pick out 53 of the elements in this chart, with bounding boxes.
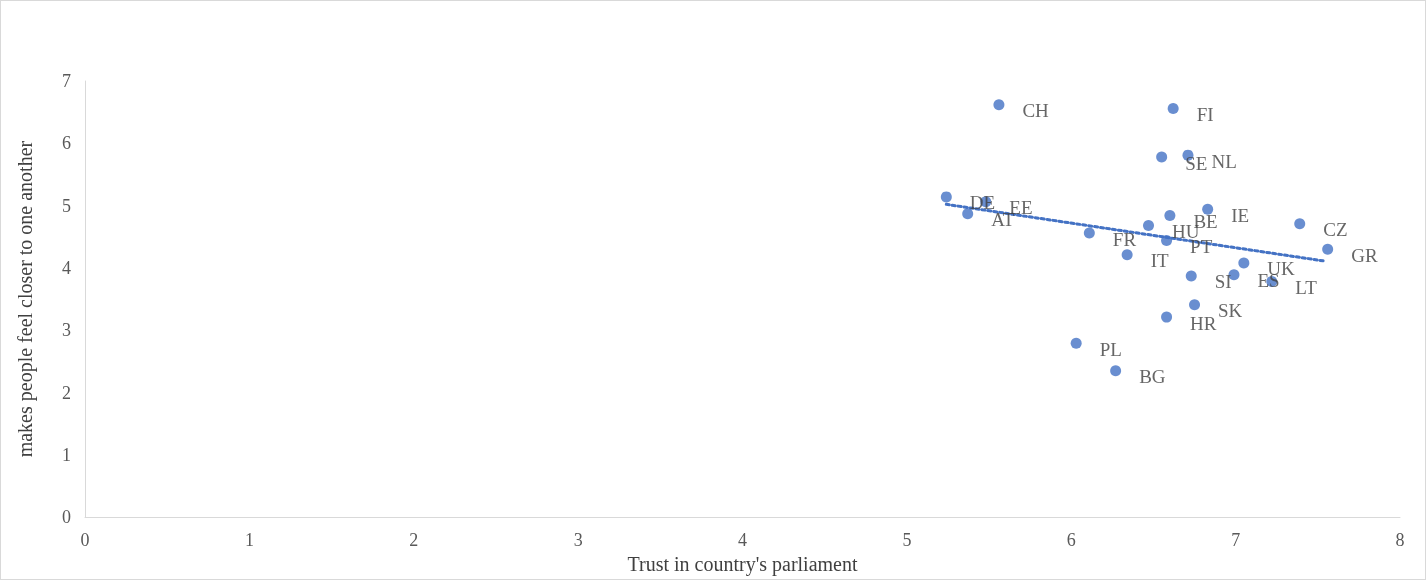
point — [1083, 227, 1095, 239]
point — [1121, 249, 1133, 261]
point — [940, 191, 952, 203]
point — [962, 208, 974, 220]
series-label: IE — [1231, 204, 1250, 226]
point — [1164, 210, 1176, 222]
y-tick-label: 3 — [62, 320, 71, 341]
series-label: SK — [1218, 300, 1243, 322]
y-tick-label: 5 — [62, 195, 71, 216]
series-label: SE — [1185, 152, 1208, 174]
x-tick-label: 0 — [80, 530, 90, 551]
x-tick-label: 7 — [1231, 530, 1241, 551]
point — [1202, 203, 1214, 215]
point — [1322, 243, 1334, 255]
y-tick-label: 6 — [62, 133, 71, 154]
x-tick-label: 6 — [1066, 530, 1076, 551]
x-tick-label: 3 — [573, 530, 583, 551]
point — [1167, 102, 1179, 114]
x-tick-label: 8 — [1395, 530, 1405, 551]
point — [1110, 365, 1122, 377]
y-tick-label: 7 — [62, 71, 71, 91]
y-tick-label: 4 — [62, 257, 71, 278]
series-label: CH — [1022, 100, 1050, 122]
series-label: LT — [1295, 277, 1318, 299]
y-axis-title: makes people feel closer to one another — [14, 140, 37, 458]
point — [1189, 299, 1201, 311]
point — [993, 99, 1005, 111]
x-tick-label: 2 — [409, 530, 419, 551]
series-label: FI — [1196, 103, 1214, 125]
point — [1238, 257, 1250, 269]
point — [1161, 234, 1173, 246]
series-label: GR — [1351, 244, 1378, 266]
x-tick-label: 1 — [244, 530, 254, 551]
point — [1161, 311, 1173, 323]
series-label: BG — [1139, 366, 1166, 388]
series-label: HR — [1190, 312, 1217, 334]
series-label: FR — [1112, 228, 1137, 250]
series-label: PL — [1099, 338, 1122, 360]
series-label: NL — [1211, 150, 1237, 172]
x-tick-label: 5 — [902, 530, 912, 551]
x-tick-label: 4 — [738, 530, 747, 551]
y-tick-label: 1 — [62, 444, 71, 465]
point — [1185, 270, 1197, 282]
series-label: CZ — [1323, 219, 1348, 241]
series-label: IT — [1150, 250, 1169, 272]
y-tick-label: 0 — [62, 507, 71, 528]
point — [1143, 220, 1155, 232]
series-label: SI — [1214, 271, 1232, 293]
point — [1294, 218, 1306, 230]
y-tick-label: 2 — [62, 382, 71, 403]
x-axis-title: Trust in country's parliament — [627, 553, 858, 576]
point — [1070, 337, 1082, 349]
point — [1156, 151, 1168, 163]
